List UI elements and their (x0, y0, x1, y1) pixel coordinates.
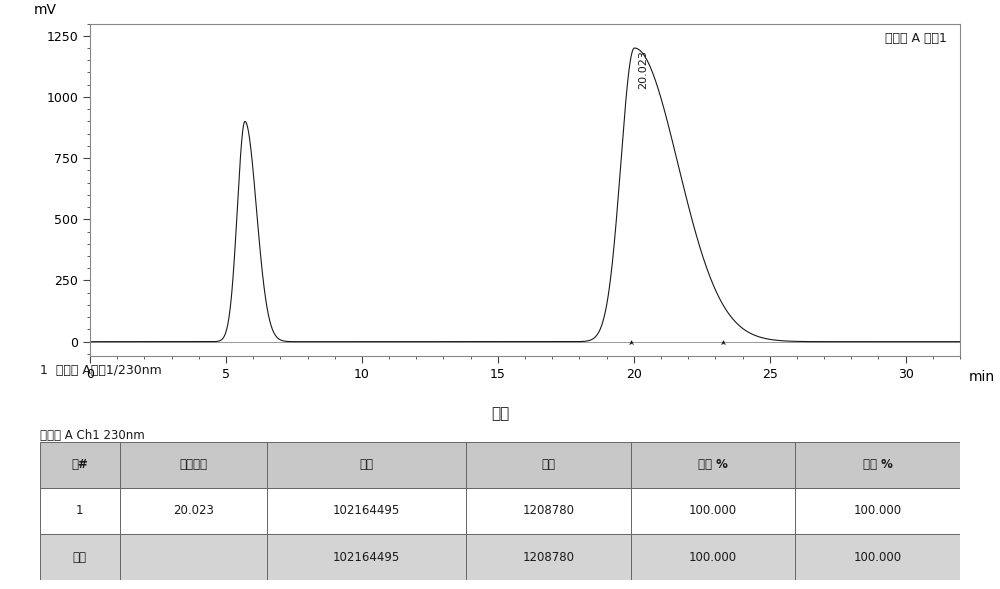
Text: 100.000: 100.000 (854, 551, 902, 564)
Bar (466, 488, 631, 534)
Bar (795, 488, 960, 534)
Text: 保留时间: 保留时间 (179, 458, 207, 471)
Bar (631, 488, 795, 534)
Text: 102164495: 102164495 (333, 551, 400, 564)
Text: 检测器 A 通道1: 检测器 A 通道1 (885, 32, 947, 45)
Bar (40, 442, 120, 488)
Bar (795, 534, 960, 580)
Text: 100.000: 100.000 (689, 504, 737, 518)
Text: min: min (969, 370, 995, 383)
Text: 面积 %: 面积 % (698, 458, 728, 471)
Bar (120, 442, 267, 488)
Bar (40, 488, 120, 534)
Bar (267, 488, 466, 534)
Text: 1208780: 1208780 (522, 504, 574, 518)
Bar (466, 534, 631, 580)
Text: 峰表: 峰表 (491, 406, 509, 421)
Text: 总计: 总计 (73, 551, 87, 564)
Text: 1: 1 (76, 504, 84, 518)
Bar (466, 442, 631, 488)
Bar (120, 488, 267, 534)
Bar (267, 534, 466, 580)
Bar (120, 534, 267, 580)
Bar (267, 442, 466, 488)
Text: 100.000: 100.000 (689, 551, 737, 564)
Text: 面积: 面积 (360, 458, 374, 471)
Text: 20.023: 20.023 (638, 51, 648, 90)
Text: 检测器 A Ch1 230nm: 检测器 A Ch1 230nm (40, 429, 145, 442)
Text: 102164495: 102164495 (333, 504, 400, 518)
Text: 1  检测器 A通道1/230nm: 1 检测器 A通道1/230nm (40, 364, 162, 377)
Text: 高度 %: 高度 % (863, 458, 893, 471)
Bar (631, 442, 795, 488)
Text: 峰#: 峰# (71, 458, 88, 471)
Bar (795, 442, 960, 488)
Bar (631, 534, 795, 580)
Text: 高度: 高度 (541, 458, 555, 471)
Text: 20.023: 20.023 (173, 504, 214, 518)
Text: mV: mV (33, 3, 56, 17)
Bar (40, 534, 120, 580)
Text: 100.000: 100.000 (854, 504, 902, 518)
Text: 1208780: 1208780 (522, 551, 574, 564)
